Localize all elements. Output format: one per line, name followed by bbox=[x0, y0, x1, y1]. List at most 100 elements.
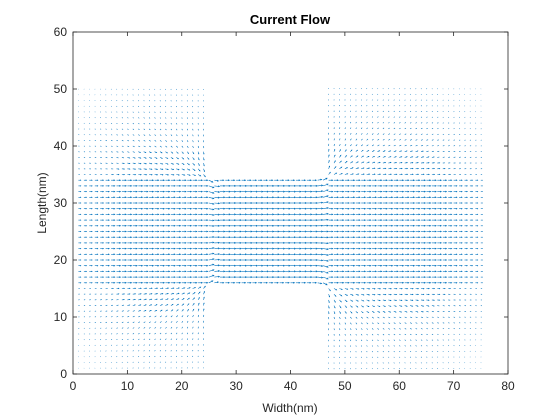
current-arrow-head bbox=[293, 179, 296, 182]
current-arrow bbox=[437, 139, 439, 141]
current-arrow bbox=[165, 140, 168, 142]
current-arrow-head bbox=[184, 281, 187, 284]
current-arrow bbox=[186, 338, 188, 340]
current-arrow-head bbox=[342, 253, 345, 256]
current-arrow-head bbox=[223, 253, 226, 256]
current-arrow bbox=[366, 351, 368, 353]
current-arrow-head bbox=[194, 287, 197, 289]
current-arrow-head bbox=[374, 213, 378, 216]
current-arrow-head bbox=[471, 236, 474, 238]
current-arrow-head bbox=[266, 213, 269, 216]
current-arrow-head bbox=[198, 302, 200, 305]
current-arrow-head bbox=[130, 253, 133, 256]
current-arrow bbox=[366, 362, 368, 364]
current-arrow-head bbox=[369, 202, 372, 204]
current-arrow-head bbox=[293, 247, 297, 250]
current-arrow-head bbox=[466, 213, 469, 216]
current-arrow-head bbox=[329, 171, 331, 174]
current-arrow-head bbox=[168, 213, 171, 216]
current-arrow-head bbox=[168, 264, 171, 267]
current-arrow bbox=[393, 127, 396, 130]
current-arrow-head bbox=[429, 276, 432, 278]
current-arrow-head bbox=[304, 253, 308, 256]
current-arrow-head bbox=[151, 202, 155, 204]
current-arrow-head bbox=[173, 207, 176, 210]
current-arrow-head bbox=[433, 299, 436, 301]
current-arrow bbox=[138, 321, 141, 323]
current-arrow-head bbox=[434, 276, 437, 278]
current-arrow-head bbox=[139, 304, 142, 306]
current-arrow-head bbox=[283, 202, 286, 204]
current-arrow bbox=[176, 128, 178, 131]
current-arrow-head bbox=[113, 207, 116, 210]
current-arrow-head bbox=[369, 190, 372, 193]
current-arrow-head bbox=[466, 270, 469, 273]
current-arrow-head bbox=[428, 287, 430, 290]
current-arrow-head bbox=[255, 213, 259, 216]
current-arrow-head bbox=[298, 281, 301, 284]
current-arrow-head bbox=[336, 247, 340, 250]
current-arrow-head bbox=[455, 225, 458, 227]
current-arrow-head bbox=[162, 213, 166, 216]
current-arrow-head bbox=[455, 219, 458, 221]
current-arrow-head bbox=[228, 190, 232, 193]
current-arrow-head bbox=[342, 242, 345, 244]
current-arrow-head bbox=[189, 224, 193, 227]
current-arrow-head bbox=[342, 236, 345, 239]
current-arrow bbox=[197, 145, 199, 149]
current-arrow-head bbox=[293, 224, 297, 227]
current-arrow bbox=[176, 315, 179, 318]
current-arrow bbox=[148, 105, 151, 108]
current-arrow bbox=[426, 150, 429, 152]
current-arrow bbox=[437, 345, 439, 347]
current-arrow bbox=[355, 127, 357, 130]
current-arrow bbox=[415, 145, 418, 147]
current-arrow bbox=[121, 333, 124, 335]
current-arrow-head bbox=[380, 179, 383, 182]
current-arrow-head bbox=[195, 190, 198, 193]
current-arrow bbox=[105, 333, 107, 335]
current-arrow-head bbox=[146, 224, 149, 227]
current-arrow-head bbox=[418, 253, 421, 256]
current-arrow-head bbox=[102, 185, 105, 187]
current-arrow-head bbox=[91, 185, 93, 187]
current-arrow-head bbox=[476, 276, 479, 278]
current-arrow-head bbox=[277, 241, 280, 244]
current-arrow-head bbox=[412, 213, 416, 216]
current-arrow-head bbox=[135, 270, 138, 273]
current-arrow-head bbox=[282, 281, 285, 284]
current-arrow-head bbox=[449, 287, 452, 290]
current-arrow-head bbox=[277, 190, 280, 193]
current-arrow-head bbox=[385, 281, 388, 284]
current-arrow-head bbox=[135, 230, 138, 233]
current-arrow bbox=[121, 327, 124, 329]
current-arrow-head bbox=[423, 253, 427, 256]
current-arrow-head bbox=[102, 259, 105, 261]
current-arrow-head bbox=[119, 242, 122, 244]
current-arrow-head bbox=[328, 165, 330, 168]
current-arrow-head bbox=[321, 196, 324, 198]
current-arrow-head bbox=[130, 179, 133, 182]
current-arrow-head bbox=[288, 190, 291, 193]
current-arrow-head bbox=[177, 163, 180, 165]
current-arrow-head bbox=[299, 276, 302, 279]
current-arrow-head bbox=[250, 190, 253, 193]
current-arrow-head bbox=[124, 196, 127, 199]
current-arrow-head bbox=[255, 179, 258, 182]
current-arrow-head bbox=[239, 247, 242, 250]
current-arrow-head bbox=[347, 264, 350, 267]
current-arrow-head bbox=[391, 179, 394, 182]
current-arrow-head bbox=[194, 174, 197, 176]
current-arrow-head bbox=[283, 224, 286, 227]
current-arrow bbox=[110, 339, 113, 341]
current-arrow-head bbox=[124, 219, 127, 221]
current-arrow bbox=[371, 127, 374, 130]
current-arrow-head bbox=[239, 259, 242, 261]
current-arrow-head bbox=[429, 196, 432, 199]
current-arrow-head bbox=[195, 264, 198, 267]
current-arrow bbox=[404, 368, 406, 370]
current-arrow-head bbox=[168, 224, 171, 227]
current-arrow-head bbox=[439, 253, 442, 256]
current-arrow-head bbox=[391, 190, 394, 193]
current-arrow-head bbox=[119, 202, 122, 204]
